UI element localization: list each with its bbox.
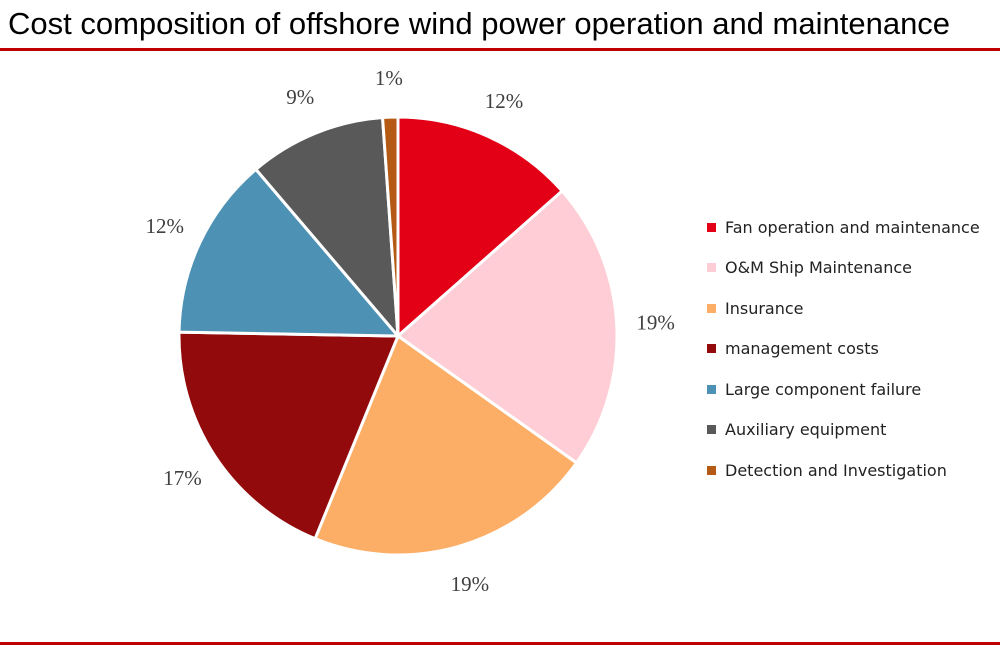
legend-swatch [707, 344, 716, 354]
pie-slice [177, 330, 400, 541]
legend-label: Insurance [725, 298, 804, 318]
page-title: Cost composition of offshore wind power … [8, 6, 951, 41]
pie-slice [254, 116, 400, 338]
pie-slice [313, 334, 579, 557]
slice-percent-label: 12% [145, 214, 184, 238]
slice-percent-label: 12% [485, 89, 524, 113]
legend-label: Detection and Investigation [725, 460, 947, 480]
slice-percent-label: 9% [286, 85, 314, 109]
legend-swatch [707, 263, 716, 273]
legend-item: Auxiliary equipment [707, 410, 980, 451]
legend-swatch [707, 425, 716, 435]
legend-swatch [707, 465, 716, 475]
legend-item: Detection and Investigation [707, 450, 980, 491]
legend-label: Auxiliary equipment [725, 420, 887, 440]
chart-legend: Fan operation and maintenance O&M Ship M… [707, 207, 980, 491]
slice-percent-label: 17% [163, 466, 202, 490]
legend-label: O&M Ship Maintenance [725, 258, 912, 278]
header-divider [0, 48, 1000, 51]
slice-percent-label: 1% [375, 66, 403, 90]
legend-swatch [707, 222, 716, 232]
legend-swatch [707, 384, 716, 394]
pie-slice [381, 115, 400, 338]
legend-item: Insurance [707, 288, 980, 329]
legend-item: O&M Ship Maintenance [707, 248, 980, 289]
legend-item: Large component failure [707, 369, 980, 410]
slice-percent-label: 19% [636, 310, 675, 334]
legend-label: Large component failure [725, 379, 922, 399]
legend-label: Fan operation and maintenance [725, 217, 980, 237]
legend-label: management costs [725, 339, 879, 359]
pie-slice [177, 167, 400, 338]
legend-item: management costs [707, 329, 980, 370]
footer-divider [0, 642, 1000, 645]
legend-item: Fan operation and maintenance [707, 207, 980, 248]
slice-percent-label: 19% [451, 572, 490, 596]
pie-slice [396, 115, 564, 338]
legend-swatch [707, 303, 716, 313]
pie-slice [396, 189, 619, 465]
